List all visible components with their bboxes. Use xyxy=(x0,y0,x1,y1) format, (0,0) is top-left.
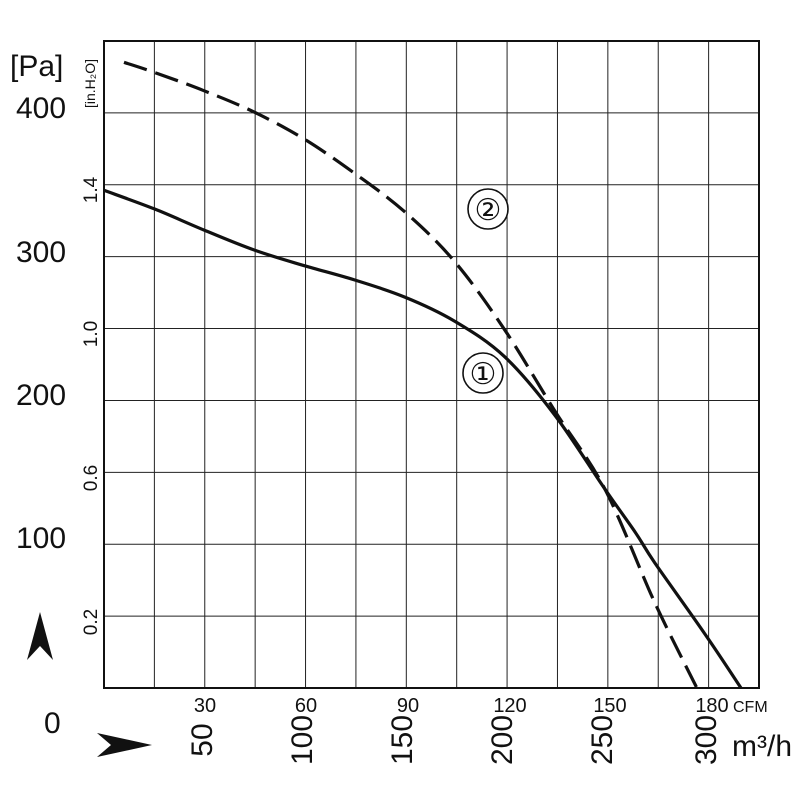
inh2o-unit-label: [in.H₂O] xyxy=(82,59,98,108)
chart-grid xyxy=(104,41,759,688)
pa-axis-ticks: 0 100 200 300 400 xyxy=(16,92,66,740)
pa-tick-label: 200 xyxy=(16,379,66,412)
curves xyxy=(103,60,743,689)
inh2o-tick-label: 0.2 xyxy=(81,609,102,635)
cfm-tick-label: 90 xyxy=(397,695,419,717)
inh2o-tick-label: 1.0 xyxy=(81,321,102,347)
cfm-axis-ticks: 30 60 90 120 150 180 xyxy=(194,695,729,717)
m3h-tick-label: 50 xyxy=(186,723,219,756)
curve-1-marker: ① xyxy=(462,352,504,394)
curve-1-marker-label: ① xyxy=(470,358,497,391)
plot-frame xyxy=(103,40,760,689)
m3h-unit-label: m³/h xyxy=(732,730,792,763)
cfm-tick-label: 30 xyxy=(194,695,216,717)
series-line-1 xyxy=(103,188,743,689)
m3h-tick-label: 300 xyxy=(690,715,723,765)
airflow-arrow-icon xyxy=(97,733,152,757)
cfm-tick-label: 150 xyxy=(593,695,626,717)
pa-tick-label: 0 xyxy=(44,707,61,740)
pa-tick-label: 300 xyxy=(16,236,66,269)
pa-tick-label: 100 xyxy=(16,522,66,555)
pa-unit-label: [Pa] xyxy=(10,50,63,83)
cfm-unit-label: CFM xyxy=(733,699,768,716)
curve-2-marker-label: ② xyxy=(475,194,502,227)
cfm-tick-label: 120 xyxy=(493,695,526,717)
curve-2-marker: ② xyxy=(467,188,509,230)
m3h-tick-label: 200 xyxy=(486,715,519,765)
cfm-tick-label: 180 xyxy=(695,695,728,717)
inh2o-tick-label: 0.6 xyxy=(81,465,102,491)
cfm-tick-label: 60 xyxy=(295,695,317,717)
pa-tick-label: 400 xyxy=(16,92,66,125)
series-line-2 xyxy=(123,60,699,689)
inh2o-axis-ticks: 0.2 0.6 1.0 1.4 xyxy=(81,176,102,635)
pressure-arrow-icon xyxy=(27,612,53,660)
m3h-tick-label: 250 xyxy=(586,715,619,765)
m3h-tick-label: 150 xyxy=(386,715,419,765)
inh2o-tick-label: 1.4 xyxy=(81,176,102,203)
m3h-axis-ticks: 50 100 150 200 250 300 xyxy=(186,715,723,765)
m3h-tick-label: 100 xyxy=(286,715,319,765)
